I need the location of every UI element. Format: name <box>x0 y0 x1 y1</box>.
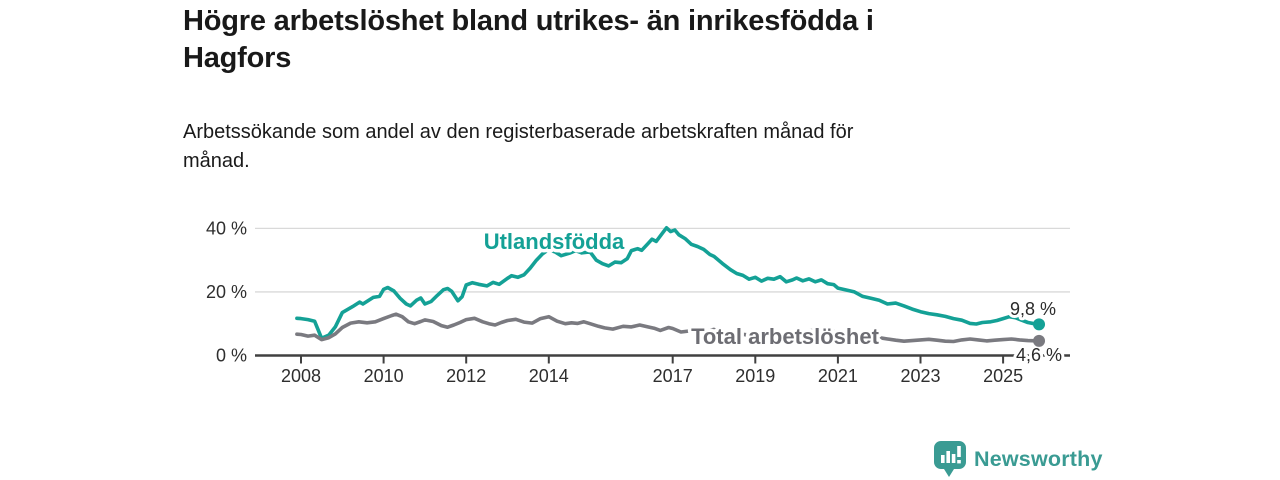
series-end-dot <box>1033 318 1046 331</box>
x-axis-tick-label: 2008 <box>281 366 321 386</box>
newsworthy-wordmark: Newsworthy <box>974 447 1103 471</box>
y-axis-tick-label: 20 % <box>206 282 247 302</box>
x-axis-tick-label: 2025 <box>983 366 1023 386</box>
x-axis-tick-label: 2021 <box>818 366 858 386</box>
x-axis-tick-label: 2014 <box>529 366 569 386</box>
newsworthy-brand: Newsworthy <box>934 441 1103 478</box>
x-axis-tick-label: 2012 <box>446 366 486 386</box>
end-value-label-total: 4,6 % <box>1016 345 1062 365</box>
series-lines <box>295 226 1041 344</box>
subtitle-line-2: månad. <box>183 150 250 172</box>
newsworthy-logo-icon <box>934 441 966 477</box>
series-end-dot <box>1033 334 1046 347</box>
series-line <box>295 312 1041 344</box>
chart-subtitle: Arbetssökande som andel av den registerb… <box>183 118 1043 176</box>
x-axis-tick-label: 2017 <box>653 366 693 386</box>
title-line-2: Hagfors <box>183 42 292 74</box>
gridlines <box>255 227 1070 293</box>
end-dots <box>1033 318 1046 347</box>
x-axis-tick-label: 2010 <box>364 366 404 386</box>
series-label-total-arbetsloshet: Total arbetslöshet <box>691 324 880 349</box>
series-line <box>295 226 1041 341</box>
end-value-label-utlandsfodda: 9,8 % <box>1010 299 1056 319</box>
page-title: Högre arbetslöshet bland utrikes- än inr… <box>183 3 1023 77</box>
series-label-utlandsfodda: Utlandsfödda <box>484 229 625 254</box>
title-line-1: Högre arbetslöshet bland utrikes- än inr… <box>183 5 874 37</box>
axes: 0 % 20 % 40 % 2008 2010 2012 2014 2017 2019 2021 2… <box>206 218 1070 386</box>
y-axis-tick-label: 0 % <box>216 346 247 366</box>
x-axis-tick-label: 2019 <box>735 366 775 386</box>
y-axis-tick-label: 40 % <box>206 218 247 238</box>
x-axis-tick-label: 2023 <box>900 366 940 386</box>
subtitle-line-1: Arbetssökande som andel av den registerb… <box>183 121 854 143</box>
